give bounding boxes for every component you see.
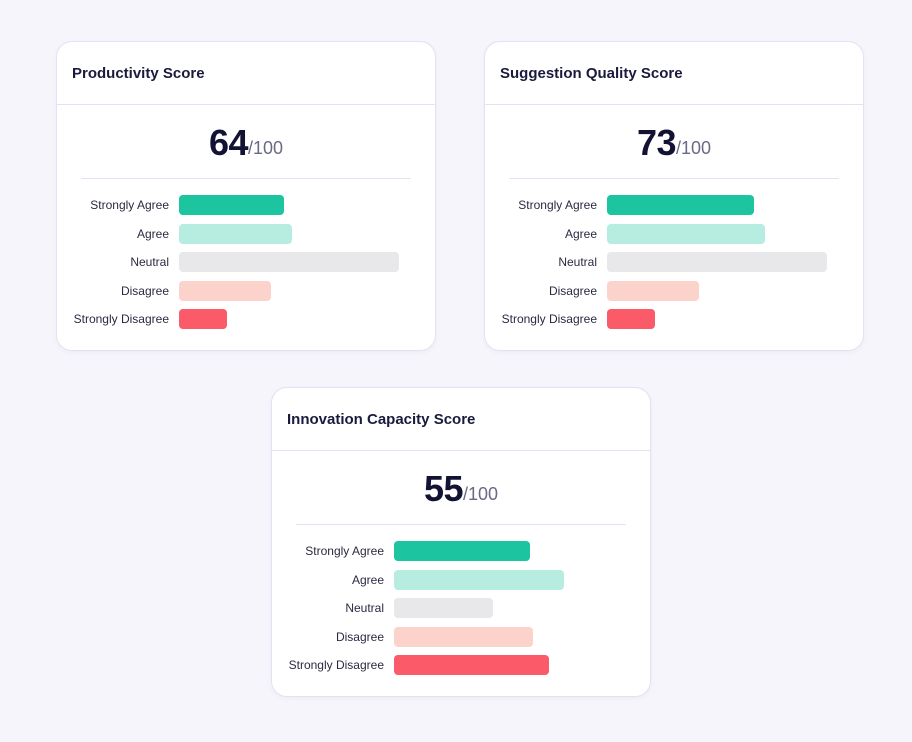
card-title: Productivity Score bbox=[72, 64, 205, 82]
bar-row-agree: Agree bbox=[57, 223, 435, 253]
bar-label-disagree: Disagree bbox=[548, 283, 597, 298]
bar-strongly-disagree bbox=[179, 309, 227, 329]
bar-row-strongly-disagree: Strongly Disagree bbox=[272, 655, 650, 684]
response-bar-chart: Strongly Agree Agree Neutral Disagree Strong… bbox=[485, 195, 863, 338]
bar-label-strongly-disagree: Strongly Disagree bbox=[288, 658, 384, 672]
bar-label-agree: Agree bbox=[564, 226, 597, 241]
score-value: 73 bbox=[636, 121, 677, 163]
card-title: Suggestion Quality Score bbox=[500, 64, 683, 82]
bar-label-strongly-disagree: Strongly Disagree bbox=[73, 312, 169, 326]
score-max: /100 bbox=[676, 138, 712, 158]
bar-label-agree: Agree bbox=[136, 226, 169, 241]
score-display: 73 /100 bbox=[485, 105, 863, 178]
bar-row-disagree: Disagree bbox=[57, 280, 435, 310]
divider bbox=[81, 178, 411, 179]
bar-label-strongly-agree: Strongly Agree bbox=[90, 198, 169, 212]
bar-label-strongly-agree: Strongly Agree bbox=[518, 198, 597, 212]
score-value: 55 bbox=[423, 467, 464, 509]
card-header: Suggestion Quality Score bbox=[485, 42, 863, 105]
bar-row-neutral: Neutral bbox=[272, 598, 650, 627]
bar-label-disagree: Disagree bbox=[335, 629, 384, 644]
bar-disagree bbox=[179, 280, 271, 301]
score-display: 64 /100 bbox=[57, 105, 435, 178]
response-bar-chart: Strongly Agree Agree Neutral Disagree Strong… bbox=[272, 541, 650, 684]
bar-row-strongly-disagree: Strongly Disagree bbox=[485, 309, 863, 338]
card-title: Innovation Capacity Score bbox=[287, 410, 476, 428]
card-header: Innovation Capacity Score bbox=[272, 388, 650, 451]
bar-neutral bbox=[607, 252, 827, 272]
bar-row-strongly-agree: Strongly Agree bbox=[272, 541, 650, 570]
bar-strongly-agree bbox=[394, 541, 530, 561]
bar-row-strongly-agree: Strongly Agree bbox=[57, 195, 435, 224]
card-header: Productivity Score bbox=[57, 42, 435, 105]
innovation-capacity-score-card: Innovation Capacity Score 55 /100 Strong… bbox=[271, 387, 651, 697]
bar-disagree bbox=[607, 280, 699, 301]
bar-label-neutral: Neutral bbox=[558, 255, 597, 269]
bar-agree bbox=[179, 223, 292, 244]
bar-agree bbox=[394, 569, 564, 590]
response-bar-chart: Strongly Agree Agree Neutral Disagree Strong… bbox=[57, 195, 435, 338]
score-value: 64 bbox=[208, 121, 249, 163]
bar-agree bbox=[607, 223, 765, 244]
bar-row-agree: Agree bbox=[485, 223, 863, 253]
bar-strongly-agree bbox=[179, 195, 284, 215]
bar-label-agree: Agree bbox=[351, 572, 384, 587]
bar-row-strongly-agree: Strongly Agree bbox=[485, 195, 863, 224]
bar-label-neutral: Neutral bbox=[130, 255, 169, 269]
score-max: /100 bbox=[463, 484, 499, 504]
bar-row-disagree: Disagree bbox=[485, 280, 863, 310]
bar-label-disagree: Disagree bbox=[120, 283, 169, 298]
bar-row-strongly-disagree: Strongly Disagree bbox=[57, 309, 435, 338]
bar-row-neutral: Neutral bbox=[485, 252, 863, 281]
bar-neutral bbox=[179, 252, 399, 272]
bar-strongly-disagree bbox=[394, 655, 549, 675]
bar-disagree bbox=[394, 626, 533, 647]
bar-neutral bbox=[394, 598, 493, 618]
bar-label-neutral: Neutral bbox=[345, 601, 384, 615]
bar-row-agree: Agree bbox=[272, 569, 650, 599]
divider bbox=[296, 524, 626, 525]
bar-label-strongly-disagree: Strongly Disagree bbox=[501, 312, 597, 326]
suggestion-quality-score-card: Suggestion Quality Score 73 /100 Strongl… bbox=[484, 41, 864, 351]
bar-strongly-agree bbox=[607, 195, 754, 215]
divider bbox=[509, 178, 839, 179]
score-max: /100 bbox=[248, 138, 284, 158]
bar-row-disagree: Disagree bbox=[272, 626, 650, 656]
bar-strongly-disagree bbox=[607, 309, 655, 329]
productivity-score-card: Productivity Score 64 /100 Strongly Agre… bbox=[56, 41, 436, 351]
bar-label-strongly-agree: Strongly Agree bbox=[305, 544, 384, 558]
score-display: 55 /100 bbox=[272, 451, 650, 524]
bar-row-neutral: Neutral bbox=[57, 252, 435, 281]
